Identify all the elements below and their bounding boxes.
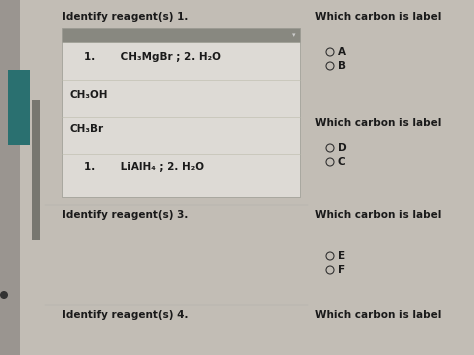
FancyBboxPatch shape <box>62 28 300 42</box>
FancyBboxPatch shape <box>20 0 474 355</box>
Text: Identify reagent(s) 4.: Identify reagent(s) 4. <box>62 310 189 320</box>
Text: Which carbon is label: Which carbon is label <box>315 310 441 320</box>
FancyBboxPatch shape <box>8 70 30 145</box>
FancyBboxPatch shape <box>62 42 300 197</box>
Text: B: B <box>338 61 346 71</box>
Text: F: F <box>338 265 345 275</box>
Circle shape <box>0 291 8 299</box>
Text: CH₃OH: CH₃OH <box>70 90 109 100</box>
Text: Which carbon is label: Which carbon is label <box>315 12 441 22</box>
FancyBboxPatch shape <box>32 100 40 240</box>
Text: Which carbon is label: Which carbon is label <box>315 118 441 128</box>
Text: ▾: ▾ <box>292 32 296 38</box>
Text: 1.       CH₃MgBr ; 2. H₂O: 1. CH₃MgBr ; 2. H₂O <box>84 52 221 62</box>
Text: C: C <box>338 157 346 167</box>
Text: E: E <box>338 251 345 261</box>
Text: 1.       LiAlH₄ ; 2. H₂O: 1. LiAlH₄ ; 2. H₂O <box>84 162 204 172</box>
Text: CH₃Br: CH₃Br <box>70 124 104 134</box>
Text: D: D <box>338 143 346 153</box>
Text: Identify reagent(s) 3.: Identify reagent(s) 3. <box>62 210 188 220</box>
Text: A: A <box>338 47 346 57</box>
Text: Identify reagent(s) 1.: Identify reagent(s) 1. <box>62 12 188 22</box>
Text: Which carbon is label: Which carbon is label <box>315 210 441 220</box>
FancyBboxPatch shape <box>0 0 20 355</box>
